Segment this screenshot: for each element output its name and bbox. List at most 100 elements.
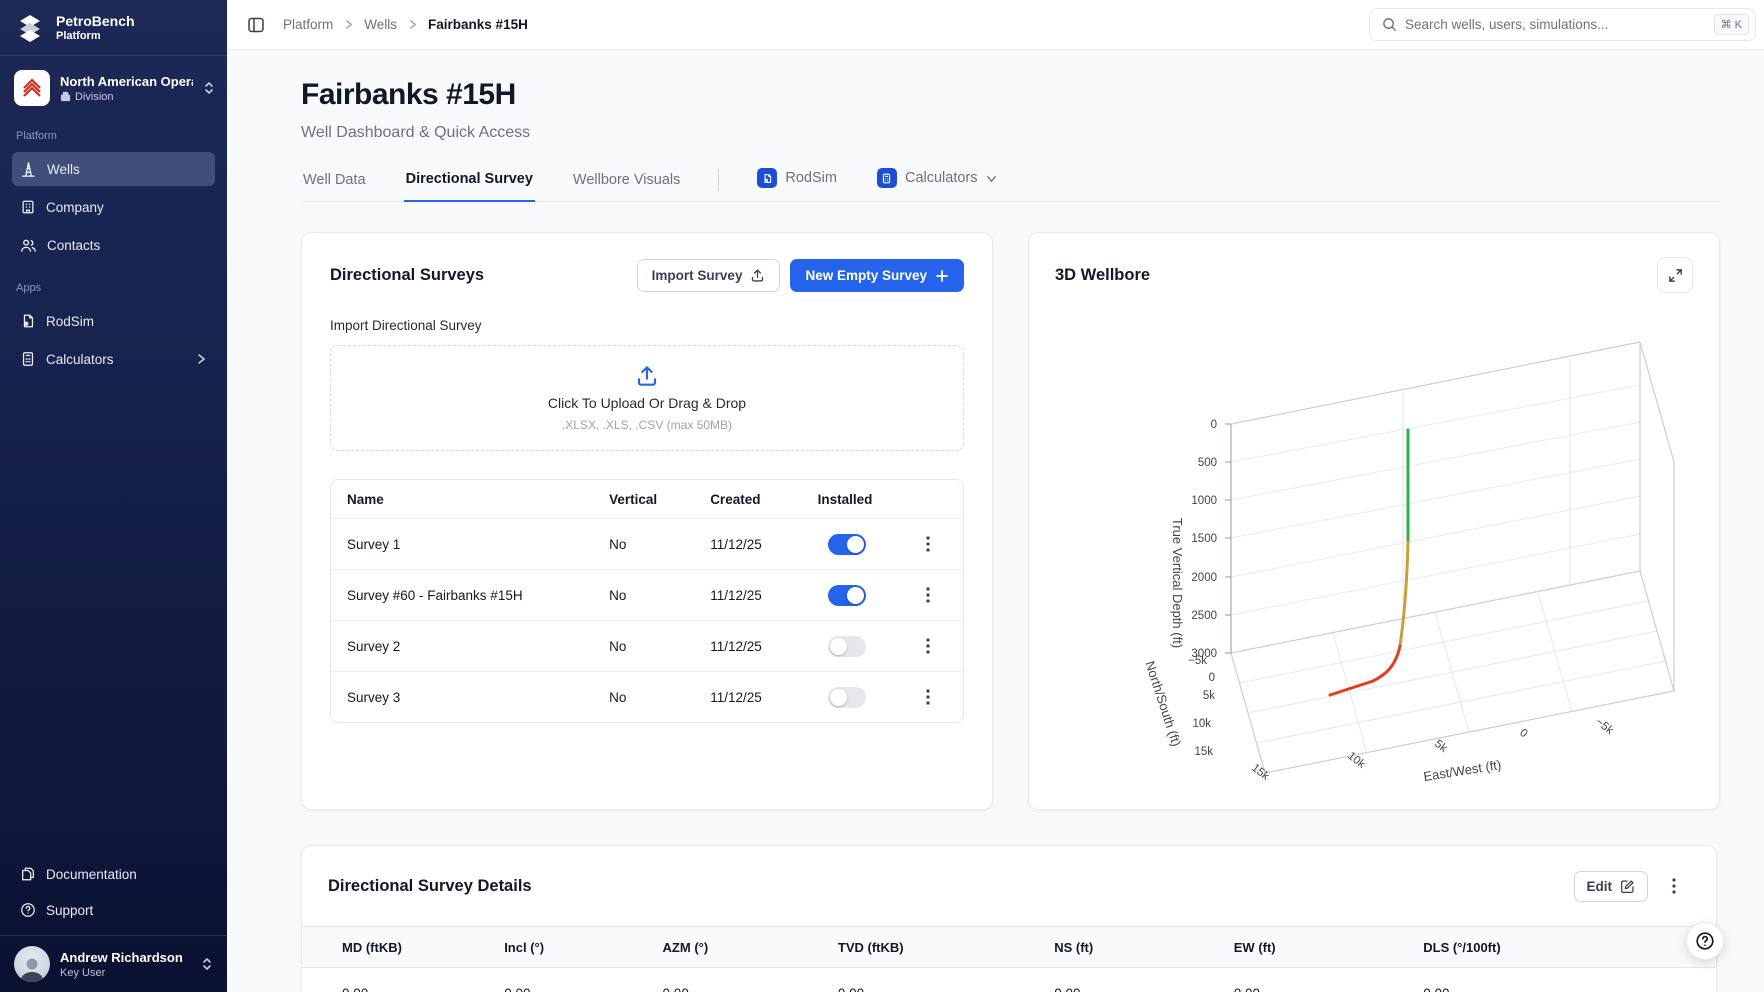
sidebar-item-label: Support <box>46 903 93 918</box>
upload-icon <box>635 364 659 388</box>
survey-name: Survey 3 <box>331 690 609 705</box>
tab-divider <box>718 169 719 191</box>
installed-toggle[interactable] <box>828 636 866 657</box>
chevron-right-icon <box>343 19 354 30</box>
upload-dropzone[interactable]: Click To Upload Or Drag & Drop .XLSX, .X… <box>330 345 964 451</box>
help-button[interactable] <box>1686 922 1724 960</box>
wellbore-card-title: 3D Wellbore <box>1055 266 1150 285</box>
help-circle-icon <box>1695 931 1715 951</box>
sidebar-item-calculators[interactable]: Calculators <box>12 342 215 376</box>
sidebar-item-company[interactable]: Company <box>12 190 215 224</box>
chevron-right-icon <box>407 19 418 30</box>
svg-text:0: 0 <box>1517 727 1529 740</box>
dropzone-primary-text: Click To Upload Or Drag & Drop <box>548 395 746 411</box>
survey-created: 11/12/25 <box>710 588 817 603</box>
sidebar: PetroBench Platform North American Opera… <box>0 0 227 992</box>
sidebar-item-documentation[interactable]: Documentation <box>12 857 215 891</box>
tab-calculators[interactable]: Calculators <box>875 168 999 201</box>
svg-text:5k: 5k <box>1432 738 1449 755</box>
search-input[interactable] <box>1405 17 1706 32</box>
page-subtitle: Well Dashboard & Quick Access <box>301 124 1720 142</box>
users-icon <box>20 237 37 254</box>
sidebar-item-contacts[interactable]: Contacts <box>12 228 215 262</box>
survey-details-card: Directional Survey Details Edit <box>301 845 1717 992</box>
rodsim-app-icon <box>757 168 777 188</box>
ew-axis-title: East/West (ft) <box>1422 757 1502 784</box>
tab-rodsim[interactable]: RodSim <box>755 168 839 201</box>
import-survey-button[interactable]: Import Survey <box>637 259 781 292</box>
edit-button[interactable]: Edit <box>1574 871 1649 902</box>
row-menu-icon[interactable] <box>912 579 944 611</box>
chevron-right-icon <box>195 353 207 365</box>
calculator-icon <box>20 351 36 367</box>
surveys-table: Name Vertical Created Installed Survey 1… <box>330 479 964 723</box>
surveys-card-title: Directional Surveys <box>330 266 484 285</box>
sidebar-item-label: RodSim <box>46 314 94 329</box>
survey-vertical: No <box>609 690 710 705</box>
table-row: Survey 1 No 11/12/25 <box>331 518 963 569</box>
sidebar-item-rodsim[interactable]: RodSim <box>12 304 215 338</box>
survey-name: Survey 1 <box>331 537 609 552</box>
petrobench-logo-icon <box>14 12 46 44</box>
sidebar-toggle-icon[interactable] <box>247 16 265 34</box>
user-role: Key User <box>60 967 191 979</box>
breadcrumb-platform[interactable]: Platform <box>283 17 333 32</box>
survey-created: 11/12/25 <box>710 690 817 705</box>
survey-vertical: No <box>609 639 710 654</box>
topbar: Platform Wells Fairbanks #15H ⌘ K <box>227 0 1764 50</box>
installed-toggle[interactable] <box>828 585 866 606</box>
breadcrumb: Platform Wells Fairbanks #15H <box>283 17 528 32</box>
building-small-icon <box>60 91 71 102</box>
wellbore-card: 3D Wellbore <box>1028 232 1720 810</box>
sidebar-item-label: Contacts <box>47 238 100 253</box>
row-menu-icon[interactable] <box>912 681 944 713</box>
new-empty-survey-button[interactable]: New Empty Survey <box>790 259 964 292</box>
installed-toggle[interactable] <box>828 534 866 555</box>
row-menu-icon[interactable] <box>912 528 944 560</box>
directional-surveys-card: Directional Surveys Import Survey New E <box>301 232 993 810</box>
sidebar-item-support[interactable]: Support <box>12 893 215 927</box>
details-table-header: MD (ftKB) Incl (°) AZM (°) TVD (ftKB) NS… <box>302 926 1716 968</box>
installed-toggle[interactable] <box>828 687 866 708</box>
section-label-apps: Apps <box>16 282 211 294</box>
dropzone-secondary-text: .XLSX, .XLS, .CSV (max 50MB) <box>562 418 732 432</box>
user-menu[interactable]: Andrew Richardson Key User <box>0 935 227 992</box>
expand-icon <box>1668 268 1683 283</box>
file-gear-icon <box>20 313 36 329</box>
table-row: Survey 3 No 11/12/25 <box>331 671 963 722</box>
svg-text:15k: 15k <box>1194 746 1213 758</box>
col-installed: Installed <box>818 492 913 507</box>
survey-vertical: No <box>609 588 710 603</box>
search-icon <box>1382 17 1397 32</box>
wellbore-path <box>1330 430 1408 695</box>
svg-text:2500: 2500 <box>1191 610 1217 622</box>
org-logo <box>14 70 50 106</box>
col-name: Name <box>331 492 609 507</box>
org-type: Division <box>75 91 114 103</box>
wellbore-3d-chart[interactable]: 0 500 1000 1500 2000 2500 3000 True Vert… <box>1055 293 1695 793</box>
tab-well-data[interactable]: Well Data <box>301 172 368 201</box>
svg-text:−5k: −5k <box>1593 716 1615 737</box>
svg-text:0: 0 <box>1209 672 1215 684</box>
details-card-title: Directional Survey Details <box>328 877 532 896</box>
surveys-table-header: Name Vertical Created Installed <box>331 480 963 518</box>
org-switcher[interactable]: North American Opera Division <box>14 70 215 106</box>
calculators-app-icon <box>877 168 897 188</box>
breadcrumb-wells[interactable]: Wells <box>364 17 397 32</box>
sidebar-item-label: Company <box>46 200 104 215</box>
chevron-updown-icon <box>203 80 215 96</box>
row-menu-icon[interactable] <box>912 630 944 662</box>
svg-text:15k: 15k <box>1249 762 1271 783</box>
derrick-icon <box>20 161 37 178</box>
sidebar-item-wells[interactable]: Wells <box>12 152 215 186</box>
tab-wellbore-visuals[interactable]: Wellbore Visuals <box>571 172 682 201</box>
breadcrumb-current: Fairbanks #15H <box>428 17 528 32</box>
tab-directional-survey[interactable]: Directional Survey <box>404 171 535 202</box>
edit-pencil-icon <box>1620 879 1635 894</box>
survey-name: Survey #60 - Fairbanks #15H <box>331 588 609 603</box>
details-menu-icon[interactable] <box>1658 870 1690 902</box>
search-box[interactable]: ⌘ K <box>1369 8 1756 41</box>
brand: PetroBench Platform <box>0 0 227 56</box>
table-row: Survey #60 - Fairbanks #15H No 11/12/25 <box>331 569 963 620</box>
expand-button[interactable] <box>1657 257 1693 293</box>
